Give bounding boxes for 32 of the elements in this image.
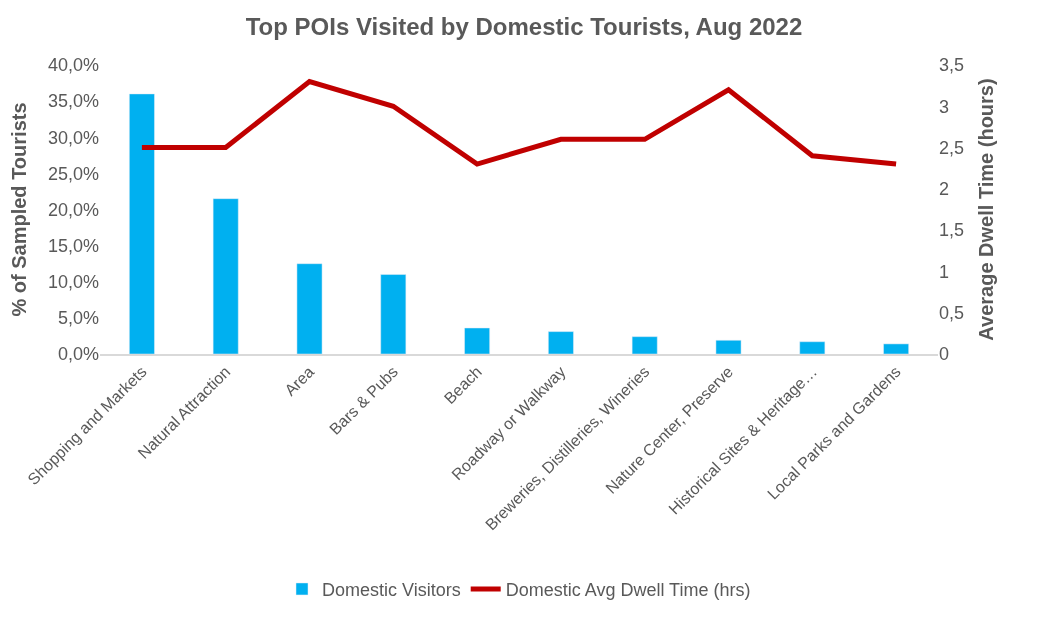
y2-tick-label: 3 — [939, 96, 950, 117]
bar — [129, 93, 155, 354]
y2-tick-label: 0,5 — [939, 303, 965, 324]
y2-axis-title: Average Dwell Time (hours) — [974, 78, 997, 341]
y-tick-label: 25,0% — [47, 163, 99, 184]
y2-tick-label: 1 — [939, 261, 950, 282]
y2-tick-label: 1,5 — [939, 220, 965, 241]
y-axis-title: % of Sampled Tourists — [8, 102, 31, 317]
legend-label: Domestic Visitors — [322, 579, 461, 600]
bar — [715, 340, 742, 354]
y-tick-label: 20,0% — [47, 199, 99, 220]
bar — [799, 341, 826, 354]
bar — [296, 263, 323, 354]
y-tick-label: 40,0% — [47, 55, 99, 76]
y-tick-label: 30,0% — [47, 127, 99, 148]
bar — [380, 274, 407, 354]
bar — [464, 327, 490, 354]
y-tick-label: 0,0% — [57, 344, 99, 365]
bar — [212, 198, 239, 354]
y-tick-label: 35,0% — [47, 91, 99, 112]
bar — [548, 331, 574, 354]
y-tick-label: 10,0% — [47, 272, 99, 293]
y-tick-label: 5,0% — [57, 308, 99, 329]
legend-label: Domestic Avg Dwell Time (hrs) — [505, 579, 751, 600]
y2-tick-label: 2 — [939, 179, 950, 200]
bar — [883, 343, 909, 354]
y2-tick-label: 0 — [939, 344, 950, 365]
y-tick-label: 15,0% — [47, 235, 99, 256]
chart-title: Top POIs Visited by Domestic Tourists, Aug 2022 — [245, 13, 803, 41]
y2-tick-label: 3,5 — [939, 55, 965, 76]
y2-tick-label: 2,5 — [939, 137, 965, 158]
bar — [631, 336, 658, 354]
